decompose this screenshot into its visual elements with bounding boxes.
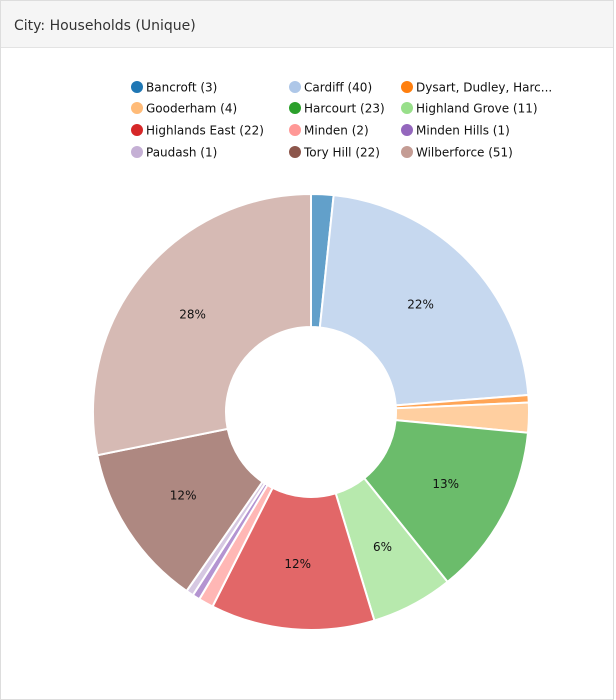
legend-label: Minden (2) <box>304 124 369 138</box>
legend-swatch <box>401 124 413 136</box>
legend-swatch <box>289 81 301 93</box>
legend-label: Minden Hills (1) <box>416 124 510 138</box>
legend-swatch <box>131 146 143 158</box>
legend-label: Wilberforce (51) <box>416 146 513 160</box>
panel-title: City: Households (Unique) <box>1 1 613 48</box>
legend-label: Highland Grove (11) <box>416 102 538 116</box>
slice <box>318 194 530 407</box>
legend-swatch <box>401 146 413 158</box>
slice-label: 22% <box>407 298 434 312</box>
slice-label: 6% <box>373 540 392 554</box>
legend-swatch <box>131 124 143 136</box>
slice <box>362 419 530 584</box>
legend-swatch <box>289 124 301 136</box>
slice-label: 12% <box>284 557 311 571</box>
legend-swatch <box>289 146 301 158</box>
legend-label: Tory Hill (22) <box>303 146 380 160</box>
slice <box>96 427 264 593</box>
slice-label: 13% <box>432 477 459 491</box>
slice-label: 28% <box>179 308 206 322</box>
legend-label: Bancroft (3) <box>146 81 217 95</box>
legend-label: Harcourt (23) <box>304 102 385 116</box>
legend-label: Cardiff (40) <box>304 81 372 95</box>
legend-label: Highlands East (22) <box>146 124 264 138</box>
slice <box>92 192 312 457</box>
legend-label: Dysart, Dudley, Harc... <box>416 81 552 95</box>
legend-swatch <box>131 81 143 93</box>
slice-label: 12% <box>170 489 197 503</box>
slice <box>211 486 376 631</box>
legend-swatch <box>401 102 413 114</box>
legend-label: Gooderham (4) <box>146 102 237 116</box>
legend-label: Paudash (1) <box>146 146 217 160</box>
legend-swatch <box>289 102 301 114</box>
legend-swatch <box>131 102 143 114</box>
legend-swatch <box>401 81 413 93</box>
